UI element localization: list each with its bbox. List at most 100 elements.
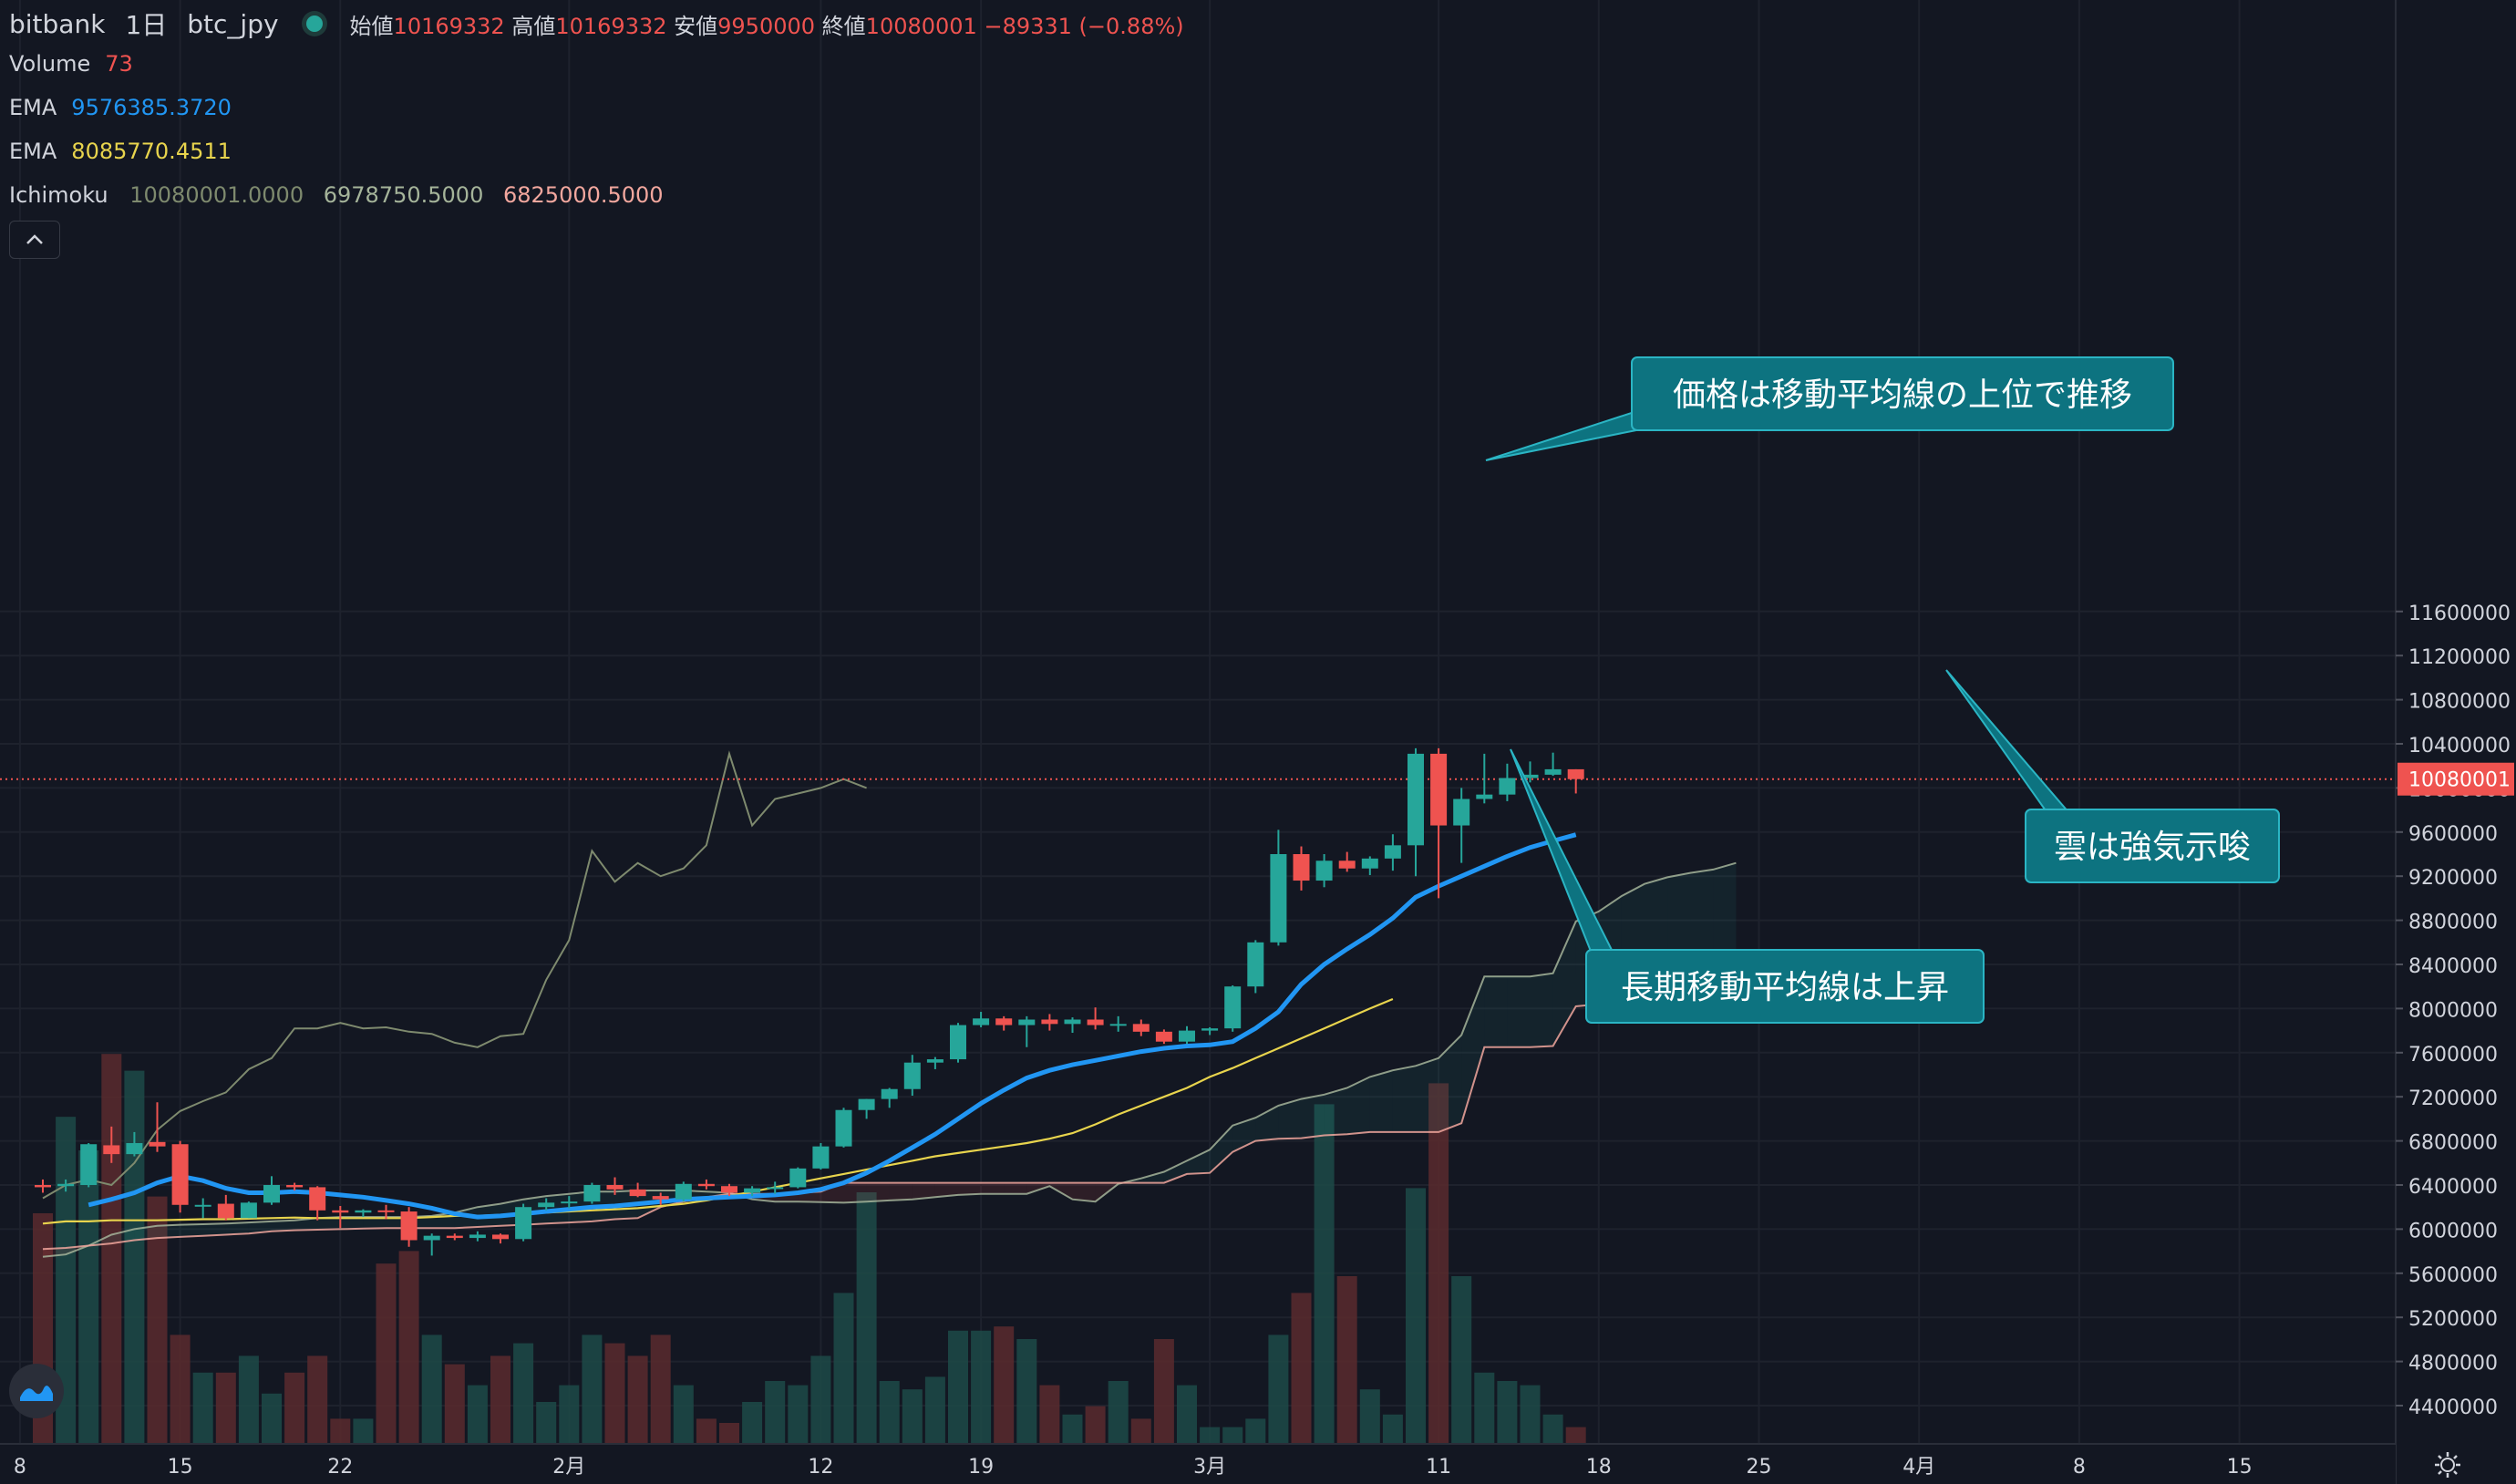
cloud-segment xyxy=(1530,973,1553,1047)
annotation-cloud-bullish-text: 雲は強気示唆 xyxy=(2054,829,2251,866)
time-axis-bg xyxy=(0,1444,2396,1484)
volume-bar xyxy=(536,1402,557,1444)
symbol-label[interactable]: btc_jpy xyxy=(187,8,279,39)
volume-bar xyxy=(719,1423,739,1444)
volume-bar xyxy=(696,1418,717,1444)
volume-bar xyxy=(604,1343,625,1444)
cloud-segment xyxy=(272,1220,295,1232)
candle-body xyxy=(400,1211,418,1241)
price-tick-label: 8400000 xyxy=(2408,955,2498,978)
candle-body xyxy=(1315,861,1333,881)
volume-bar xyxy=(582,1335,603,1444)
volume-bar xyxy=(398,1251,419,1444)
candle-body xyxy=(812,1146,830,1169)
cloud-segment xyxy=(363,1217,387,1229)
cloud-segment xyxy=(1392,1066,1416,1132)
market-status-icon xyxy=(305,15,323,32)
volume-bar xyxy=(1314,1104,1335,1444)
volume-legend[interactable]: Volume 73 xyxy=(9,51,133,77)
ohlc-values: 始値10169332 高値10169332 安値9950000 終値100800… xyxy=(349,13,1184,39)
ichimoku-lagging-line xyxy=(42,750,867,1200)
candle-body xyxy=(263,1185,280,1203)
candle-body xyxy=(767,1187,784,1190)
volume-bar xyxy=(673,1385,694,1444)
volume-bar xyxy=(765,1381,786,1444)
volume-bar xyxy=(879,1381,900,1444)
candle-body xyxy=(309,1187,326,1211)
candle-body xyxy=(1476,794,1493,799)
price-tick-label: 7200000 xyxy=(2408,1087,2498,1110)
price-tick-label: 10400000 xyxy=(2408,735,2511,757)
candle-body xyxy=(515,1207,532,1240)
ichimoku-legend[interactable]: Ichimoku 10080001.0000 6978750.5000 6825… xyxy=(9,182,664,208)
candle-body xyxy=(80,1144,98,1185)
tradingview-logo-icon[interactable] xyxy=(9,1364,64,1418)
interval-label[interactable]: 1日 xyxy=(125,10,168,40)
price-tick-label: 6000000 xyxy=(2408,1220,2498,1242)
candle-body xyxy=(903,1062,921,1089)
chevron-up-icon xyxy=(26,234,43,244)
candle-body xyxy=(332,1210,349,1213)
price-tick-label: 5200000 xyxy=(2408,1308,2498,1331)
ichimoku-span-b-line xyxy=(42,1003,1737,1251)
annotation-long-ma-rising-box xyxy=(1585,949,1985,1024)
cloud-segment xyxy=(866,1182,890,1202)
cloud-segment xyxy=(1461,976,1485,1124)
cloud-segment xyxy=(1484,976,1508,1047)
volume-bar xyxy=(1108,1381,1129,1444)
volume-bar xyxy=(330,1418,351,1444)
volume-bar xyxy=(1565,1427,1586,1444)
volume-bar xyxy=(810,1355,831,1444)
time-tick-label: 12 xyxy=(808,1456,833,1479)
volume-bar xyxy=(1428,1083,1449,1444)
candle-body xyxy=(1521,774,1539,778)
candle-body xyxy=(492,1234,509,1240)
price-tick-label: 8000000 xyxy=(2408,999,2498,1022)
volume-bar xyxy=(1085,1406,1106,1444)
candle-body xyxy=(286,1185,304,1188)
price-tick-label: 8800000 xyxy=(2408,912,2498,934)
candle-body xyxy=(1453,799,1470,826)
price-axis[interactable]: 1160000011200000108000001040000010000000… xyxy=(2395,0,2516,1484)
cloud-segment xyxy=(1004,1182,1027,1194)
cloud-segment xyxy=(1278,1098,1302,1139)
time-tick-label: 8 xyxy=(2073,1456,2086,1479)
volume-bar xyxy=(1268,1335,1289,1444)
time-tick-label: 2月 xyxy=(552,1456,585,1479)
price-tick-label: 6800000 xyxy=(2408,1132,2498,1155)
cloud-segment xyxy=(134,1225,158,1241)
price-tick-label: 11600000 xyxy=(2408,603,2511,625)
volume-bar xyxy=(1406,1188,1426,1444)
candle-body xyxy=(629,1189,646,1197)
annotation-price-above-ma-pointer xyxy=(1485,407,1646,461)
volume-bar xyxy=(1451,1276,1472,1444)
volume-bar xyxy=(1062,1414,1083,1444)
volume-bar xyxy=(467,1385,488,1444)
candle-body xyxy=(697,1183,715,1187)
time-axis[interactable]: 8 15 22 2月 12 19 3月 11 18 25 4月 8 15 xyxy=(0,1443,2396,1484)
gear-icon[interactable] xyxy=(2432,1449,2463,1480)
ema-slow-legend[interactable]: EMA 8085770.4511 xyxy=(9,139,232,164)
candle-body xyxy=(1018,1019,1036,1025)
volume-bar xyxy=(742,1402,763,1444)
candle-body xyxy=(561,1201,578,1204)
volume-bar xyxy=(1039,1385,1060,1444)
volume-bar xyxy=(1016,1339,1037,1444)
ema-fast-legend[interactable]: EMA 9576385.3720 xyxy=(9,95,232,120)
exchange-name: bitbank xyxy=(9,8,106,39)
cloud-segment xyxy=(1438,1035,1462,1132)
candle-body xyxy=(652,1196,669,1200)
candlesticks[interactable] xyxy=(35,747,1584,1256)
cloud-segment xyxy=(1324,1087,1347,1136)
volume-bar xyxy=(238,1355,259,1444)
volume-bar xyxy=(262,1393,282,1444)
cloud-segment xyxy=(1369,1070,1393,1132)
cloud-segment xyxy=(889,1182,913,1201)
collapse-legend-button[interactable] xyxy=(9,221,60,259)
volume-bar xyxy=(1520,1385,1541,1444)
last-price-marker xyxy=(2397,762,2514,796)
candle-body xyxy=(1361,858,1378,869)
volume-bar xyxy=(650,1335,671,1444)
price-tick-label: 7600000 xyxy=(2408,1044,2498,1067)
